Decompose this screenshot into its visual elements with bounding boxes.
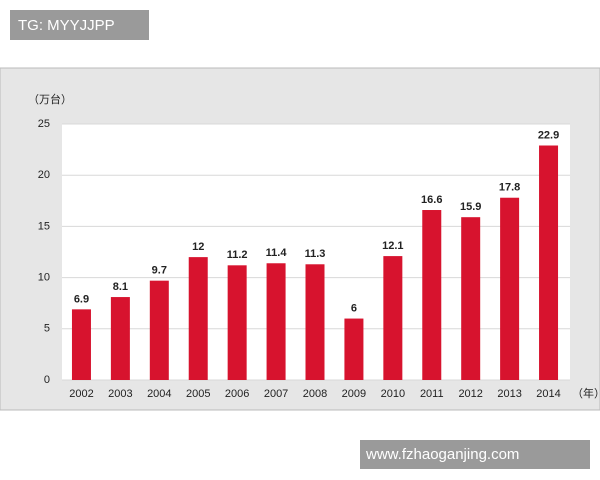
- value-label: 15.9: [460, 201, 481, 213]
- watermark-box: [10, 10, 149, 40]
- y-tick-label: 5: [44, 323, 50, 335]
- bar: [266, 263, 286, 380]
- x-tick-label: 2014: [536, 388, 560, 400]
- bar: [461, 217, 481, 380]
- bar: [71, 309, 91, 380]
- bar: [344, 318, 364, 380]
- y-tick-label: 15: [38, 220, 50, 232]
- y-tick-label: 10: [38, 272, 50, 284]
- bar: [227, 265, 247, 380]
- x-tick-label: 2013: [497, 388, 521, 400]
- x-tick-label: 2009: [342, 388, 366, 400]
- y-tick-label: 25: [38, 118, 50, 130]
- x-tick-label: 2010: [381, 388, 405, 400]
- x-tick-label: 2003: [108, 388, 132, 400]
- x-tick-label: 2011: [420, 388, 444, 400]
- bar: [422, 210, 442, 380]
- watermark-text: www.fzhaoganjing.com: [365, 446, 519, 463]
- bar: [149, 280, 169, 380]
- bar: [110, 297, 130, 380]
- bar: [539, 145, 559, 380]
- value-label: 16.6: [421, 194, 442, 206]
- value-label: 17.8: [499, 182, 520, 194]
- x-tick-label: 2012: [458, 388, 482, 400]
- x-tick-label: 2005: [186, 388, 210, 400]
- value-label: 8.1: [113, 281, 128, 293]
- y-tick-label: 20: [38, 169, 50, 181]
- x-tick-label: 2006: [225, 388, 249, 400]
- watermark-box: [360, 440, 590, 469]
- bar: [383, 256, 403, 380]
- value-label: 6: [351, 302, 357, 314]
- bar: [500, 197, 520, 380]
- y-tick-label: 0: [44, 374, 50, 386]
- x-tick-label: 2007: [264, 388, 288, 400]
- value-label: 12.1: [382, 240, 403, 252]
- value-label: 11.3: [305, 248, 326, 260]
- value-label: 22.9: [538, 129, 559, 141]
- value-label: 9.7: [152, 265, 167, 277]
- bar: [305, 264, 325, 380]
- value-label: 6.9: [74, 293, 89, 305]
- value-label: 12: [192, 241, 204, 253]
- value-label: 11.4: [266, 247, 288, 259]
- y-axis-label: （万台）: [28, 92, 72, 106]
- x-axis-label: （年）: [572, 386, 600, 400]
- x-tick-label: 2002: [69, 388, 93, 400]
- x-tick-label: 2008: [303, 388, 327, 400]
- bar: [188, 257, 208, 380]
- x-tick-label: 2004: [147, 388, 171, 400]
- watermark-text: TG: MYYJJPP: [18, 17, 115, 34]
- value-label: 11.2: [227, 249, 248, 261]
